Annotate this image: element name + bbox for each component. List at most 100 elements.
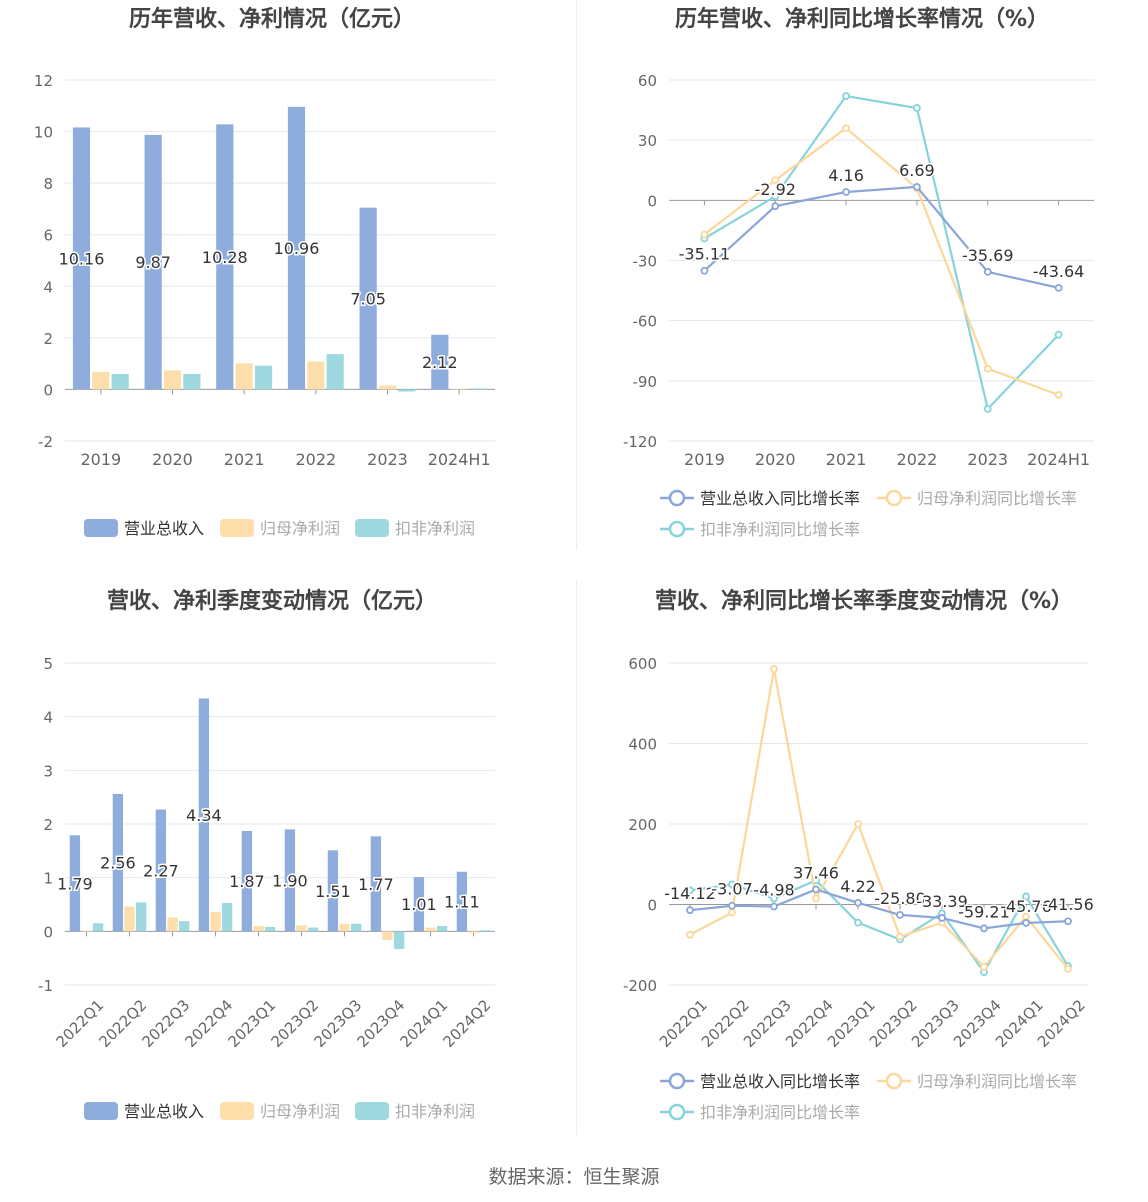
legend-swatch-marker[interactable] <box>668 520 686 538</box>
bar-2023q4-s0 <box>370 836 382 932</box>
data-label: -43.64 <box>1033 262 1085 281</box>
legend-label[interactable]: 扣非净利润同比增长率 <box>700 1103 860 1122</box>
point-2023-s1 <box>983 364 992 373</box>
y-tick-label: -2 <box>38 433 53 451</box>
legend-swatch-marker[interactable] <box>885 1072 903 1090</box>
point-2020-s0 <box>771 202 780 211</box>
bar-2023q4-s2 <box>393 931 405 950</box>
point-2023q2-s1 <box>896 932 904 941</box>
legend-label[interactable]: 扣非净利润同比增长率 <box>700 520 860 539</box>
bar-2022q2-s2 <box>135 902 147 932</box>
data-label: 10.16 <box>59 249 105 268</box>
point-2023q1-s2 <box>854 918 862 927</box>
legend-swatch[interactable] <box>220 519 254 537</box>
point-2024h1-s1 <box>1054 390 1063 399</box>
legend-swatch[interactable] <box>355 1102 389 1120</box>
y-tick-label: 2 <box>43 330 53 348</box>
legend-label[interactable]: 扣非净利润 <box>395 519 475 538</box>
bar-2022-s2 <box>326 354 344 390</box>
y-tick-label: 0 <box>43 381 53 399</box>
legend-label[interactable]: 归母净利润同比增长率 <box>917 489 1077 508</box>
legend-swatch[interactable] <box>84 1102 118 1120</box>
x-tick-label: 2020 <box>152 450 193 469</box>
data-label: 2.56 <box>100 854 136 873</box>
bar-2024q1-s1 <box>425 927 436 932</box>
bar-2022q3-s0 <box>155 809 167 932</box>
bar-2022q3-s2 <box>178 921 190 932</box>
x-tick-label: 2024Q2 <box>440 996 495 1051</box>
point-2022q1-s2 <box>686 886 694 895</box>
x-tick-label: 2024H1 <box>428 450 491 469</box>
bar-2024q2-s0 <box>456 871 468 932</box>
series-line-0 <box>689 888 1069 930</box>
legend-label[interactable]: 归母净利润 <box>260 1102 340 1121</box>
bar-2023q1-s1 <box>253 925 264 932</box>
data-label: 37.46 <box>793 863 839 882</box>
bar-2019-s0 <box>72 127 91 390</box>
legend-label[interactable]: 扣非净利润 <box>395 1102 475 1121</box>
legend-label[interactable]: 营业总收入同比增长率 <box>700 1072 860 1091</box>
data-label: -35.11 <box>679 245 731 264</box>
point-2022q2-s2 <box>728 880 736 889</box>
data-label: 1.90 <box>272 871 308 890</box>
data-label: -33.39 <box>916 892 968 911</box>
legend-swatch-marker[interactable] <box>668 1103 686 1121</box>
legend-swatch[interactable] <box>84 519 118 537</box>
data-label: 4.16 <box>828 166 864 185</box>
data-label: -59.21 <box>958 902 1010 921</box>
x-tick-label: 2021 <box>826 450 867 469</box>
point-2022q3-s2 <box>770 894 778 903</box>
legend-swatch-marker[interactable] <box>885 489 903 507</box>
point-2021-s1 <box>842 124 850 133</box>
data-label: 1.11 <box>444 893 480 912</box>
legend-label[interactable]: 营业总收入同比增长率 <box>700 489 860 508</box>
bar-2021-s0 <box>216 124 234 390</box>
data-source-note: 数据来源：恒生聚源 <box>488 1166 660 1188</box>
quarterly-amount-chart: 营收、净利季度变动情况（亿元） -1 0 1 2 3 4 5 2022Q1 2022Q2 2022Q… <box>0 580 574 1140</box>
bar-2024q1-s0 <box>413 877 425 932</box>
y-tick-label: 4 <box>43 278 53 296</box>
chart-title: 历年营收、净利情况（亿元） <box>129 6 415 32</box>
y-tick-label: 200 <box>628 816 657 834</box>
legend-label[interactable]: 营业总收入 <box>124 1102 204 1121</box>
plot-group: 营收、净利季度变动情况（亿元）-10123452022Q12022Q22022Q… <box>38 588 495 1121</box>
bar-2021-s2 <box>254 365 273 390</box>
bar-2022-s0 <box>287 106 306 390</box>
data-label: 9.87 <box>135 253 171 272</box>
bar-2022q2-s0 <box>112 793 124 932</box>
annual-growth-chart: 历年营收、净利同比增长率情况（%） -120 -90 -60 -30 0 30 60 2019 2… <box>574 0 1148 560</box>
quarterly-amount-chart-svg: 营收、净利季度变动情况（亿元）-10123452022Q12022Q22022Q… <box>38 588 495 1121</box>
series-line-2 <box>689 879 1069 975</box>
y-tick-label: 0 <box>43 923 53 941</box>
legend-swatch-marker[interactable] <box>668 489 686 507</box>
y-tick-label: 1 <box>43 870 53 888</box>
point-2022-s2 <box>913 104 921 112</box>
divider-bottom <box>576 580 577 1135</box>
point-2019-s1 <box>700 230 709 239</box>
legend-swatch[interactable] <box>220 1102 254 1120</box>
y-tick-label: 6 <box>43 227 53 245</box>
legend-label[interactable]: 归母净利润 <box>260 519 340 538</box>
point-2024h1-s2 <box>1054 330 1063 339</box>
data-label: -25.80 <box>874 889 926 908</box>
bar-2022-s1 <box>307 361 325 390</box>
y-tick-label: 60 <box>638 72 657 90</box>
chart-title: 营收、净利同比增长率季度变动情况（%） <box>655 588 1073 614</box>
y-tick-label: -200 <box>623 977 657 995</box>
bar-2024q1-s2 <box>436 925 448 932</box>
y-tick-label: 400 <box>628 736 657 754</box>
data-label: -41.56 <box>1042 895 1094 914</box>
bar-2020-s2 <box>183 373 201 390</box>
bar-2023q3-s0 <box>327 850 339 932</box>
y-tick-label: -60 <box>633 313 658 331</box>
point-2022q3-s1 <box>770 665 778 673</box>
legend-label[interactable]: 营业总收入 <box>124 519 204 538</box>
legend-swatch-marker[interactable] <box>668 1072 686 1090</box>
y-tick-label: 12 <box>34 72 53 90</box>
legend-label[interactable]: 归母净利润同比增长率 <box>917 1072 1077 1091</box>
legend-swatch[interactable] <box>355 519 389 537</box>
data-label: 1.79 <box>57 874 93 893</box>
x-tick-label: 2020 <box>755 450 796 469</box>
bar-2023q1-s0 <box>241 830 253 932</box>
chart-title: 历年营收、净利同比增长率情况（%） <box>675 6 1049 32</box>
